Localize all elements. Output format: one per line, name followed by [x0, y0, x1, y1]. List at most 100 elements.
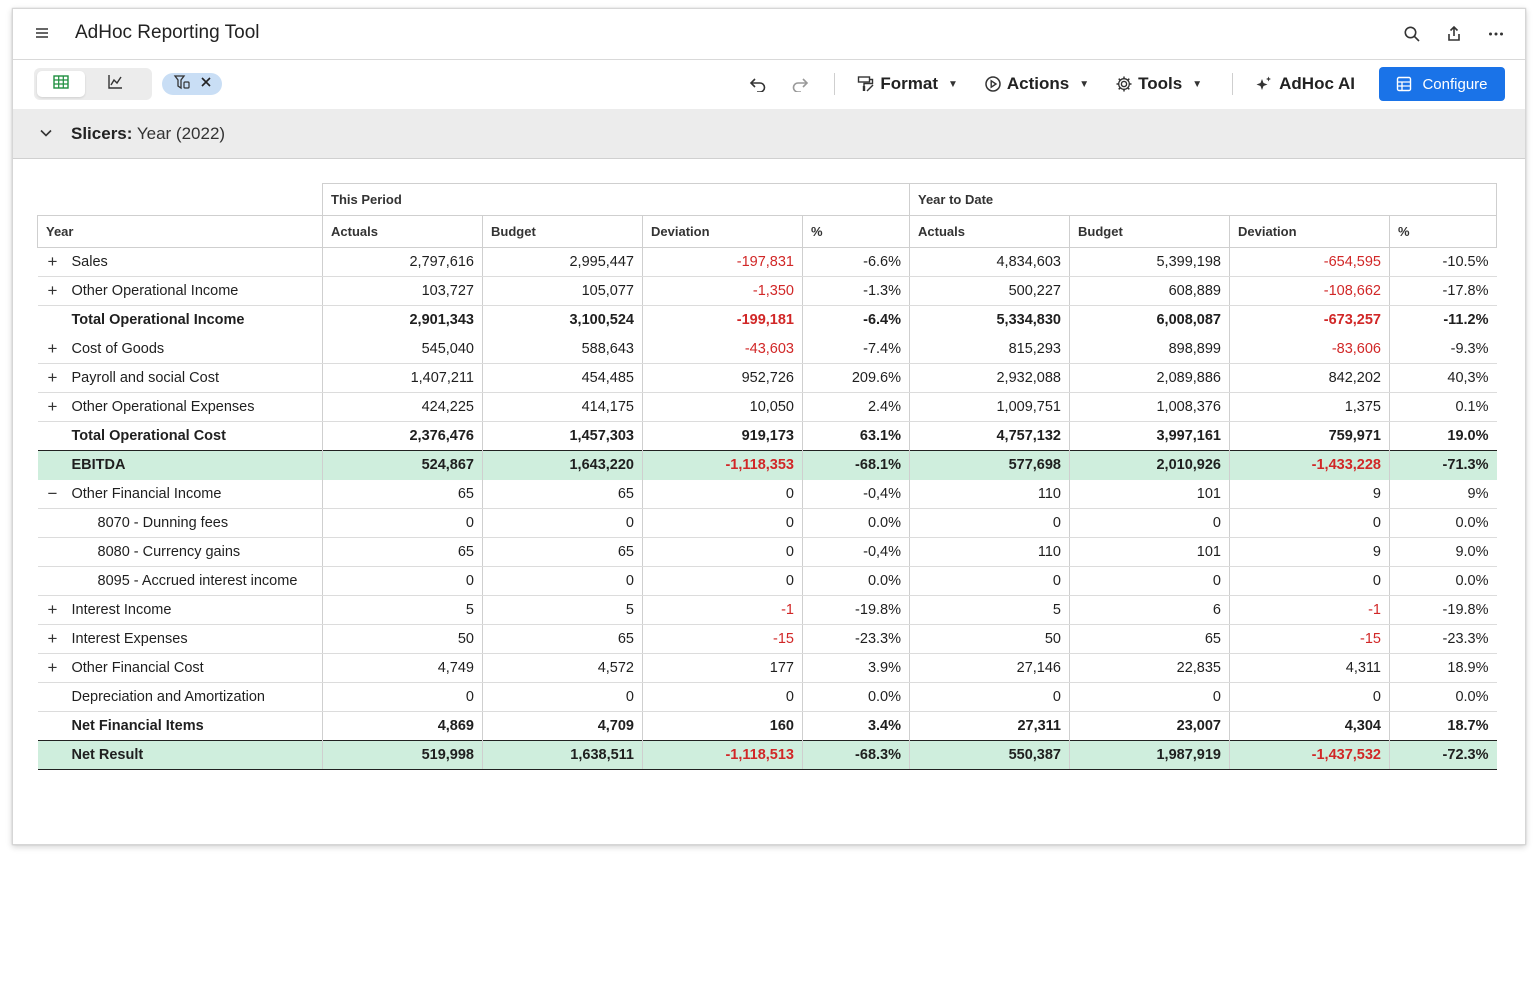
table-cell: -9.3%	[1389, 334, 1497, 364]
redo-icon[interactable]	[788, 72, 812, 96]
chevron-down-icon[interactable]	[39, 126, 53, 145]
expand-plus-icon[interactable]: +	[47, 281, 58, 300]
filter-chip[interactable]	[162, 73, 222, 95]
table-cell: 3.9%	[802, 653, 910, 683]
table-cell: 424,225	[322, 392, 483, 422]
column-header-percent[interactable]: %	[802, 215, 910, 248]
table-cell: -43,603	[642, 334, 803, 364]
table-cell: 4,869	[322, 711, 483, 741]
row-label-cell: + Other Financial Cost	[37, 653, 323, 683]
table-cell: -673,257	[1229, 305, 1390, 335]
table-cell: 50	[909, 624, 1070, 654]
table-cell: 5	[909, 595, 1070, 625]
table-row: + Sales 2,797,616 2,995,447 -197,831 -6.6% 4,8…	[37, 247, 1497, 277]
expand-plus-icon[interactable]: +	[47, 658, 58, 677]
expand-plus-icon[interactable]: +	[47, 252, 58, 271]
slicers-bar: Slicers: Year (2022)	[13, 109, 1525, 159]
row-label-cell: + Sales	[37, 247, 323, 277]
row-label-text: Total Operational Cost	[71, 428, 226, 444]
column-header-ytd-deviation[interactable]: Deviation	[1229, 215, 1390, 248]
row-label-text: Other Financial Cost	[71, 660, 204, 676]
table-cell: 0	[482, 566, 643, 596]
row-label-text: Net Financial Items	[71, 718, 204, 734]
configure-button[interactable]: Configure	[1379, 67, 1505, 101]
table-cell: 500,227	[909, 276, 1070, 306]
row-label: + Payroll and social Cost	[46, 368, 315, 388]
table-cell: 1,457,303	[482, 421, 643, 451]
column-header-ytd-budget[interactable]: Budget	[1069, 215, 1230, 248]
hamburger-icon[interactable]	[35, 26, 49, 40]
view-toggle	[34, 68, 152, 100]
table-cell: 105,077	[482, 276, 643, 306]
share-icon[interactable]	[1443, 23, 1465, 45]
table-cell: -15	[642, 624, 803, 654]
column-header-budget[interactable]: Budget	[482, 215, 643, 248]
table-cell: 0	[909, 682, 1070, 712]
table-cell: -17.8%	[1389, 276, 1497, 306]
table-cell: 65	[1069, 624, 1230, 654]
toolbar-divider	[1232, 73, 1234, 95]
table-cell: 0	[909, 508, 1070, 538]
table-cell: 2,376,476	[322, 421, 483, 451]
expand-plus-icon[interactable]: +	[47, 600, 58, 619]
table-row: + Other Operational Income 103,727 105,077-…	[37, 276, 1497, 306]
row-label: + Interest Expenses	[46, 629, 315, 649]
slicers-summary[interactable]: Slicers: Year (2022)	[71, 124, 225, 144]
adhoc-ai-button[interactable]: AdHoc AI	[1255, 74, 1355, 94]
tools-menu[interactable]: Tools ▼	[1115, 74, 1202, 94]
table-cell: 1,987,919	[1069, 740, 1230, 770]
more-horizontal-icon[interactable]	[1485, 23, 1507, 45]
table-cell: 0.0%	[1389, 508, 1497, 538]
table-cell: 3,997,161	[1069, 421, 1230, 451]
table-cell: 5,399,198	[1069, 247, 1230, 277]
undo-icon[interactable]	[746, 72, 770, 96]
column-header-row: Year Actuals Budget Deviation % Actuals …	[37, 215, 1497, 248]
row-label-text: Interest Expenses	[71, 631, 188, 647]
collapse-minus-icon[interactable]: −	[47, 483, 58, 503]
table-cell: 160	[642, 711, 803, 741]
table-cell: 101	[1069, 479, 1230, 509]
table-cell: 4,311	[1229, 653, 1390, 683]
table-cell: -6.6%	[802, 247, 910, 277]
table-row: 8095 - Accrued interest income 0 0 0 0.0% 0 0 0…	[37, 566, 1497, 596]
table-cell: -1,433,228	[1229, 450, 1390, 480]
table-cell: -199,181	[642, 305, 803, 335]
table-cell: 2,797,616	[322, 247, 483, 277]
table-cell: 454,485	[482, 363, 643, 393]
app-window: AdHoc Reporting Tool	[12, 8, 1526, 845]
actions-label: Actions	[1006, 74, 1070, 93]
table-cell: 2.4%	[802, 392, 910, 422]
table-row: − Other Financial Income 65 65 0 -0,4% 110 101 9…	[37, 479, 1497, 509]
column-header-ytd-percent[interactable]: %	[1389, 215, 1497, 248]
column-header-year[interactable]: Year	[37, 215, 323, 248]
toolbar: Format ▼ Actions ▼ Tools ▼	[13, 59, 1525, 110]
column-header-actuals[interactable]: Actuals	[322, 215, 483, 248]
search-icon[interactable]	[1401, 23, 1423, 45]
format-menu[interactable]: Format ▼	[857, 74, 958, 94]
actions-menu[interactable]: Actions ▼	[984, 74, 1089, 94]
table-cell: 1,638,511	[482, 740, 643, 770]
table-cell: 0	[642, 566, 803, 596]
close-icon[interactable]	[200, 75, 212, 93]
column-header-ytd-actuals[interactable]: Actuals	[909, 215, 1070, 248]
column-header-deviation[interactable]: Deviation	[642, 215, 803, 248]
header-spacer	[38, 184, 323, 216]
table-view-button[interactable]	[37, 71, 85, 97]
row-label: + Cost of Goods	[46, 339, 315, 359]
expand-plus-icon[interactable]: +	[47, 338, 58, 358]
table-cell: 22,835	[1069, 653, 1230, 683]
table-row: + Other Operational Expenses 424,225 414,17…	[37, 392, 1497, 422]
expand-plus-icon[interactable]: +	[47, 629, 58, 648]
expand-plus-icon[interactable]: +	[47, 397, 58, 416]
row-label-cell: 8080 - Currency gains	[37, 537, 323, 567]
row-label-cell: EBITDA	[37, 450, 323, 480]
report-body: This Period Year to Date Year Actuals Bu…	[37, 183, 1497, 770]
table-cell: 9%	[1389, 479, 1497, 509]
expand-plus-icon[interactable]: +	[47, 368, 58, 387]
table-cell: -654,595	[1229, 247, 1390, 277]
row-label-text: EBITDA	[71, 457, 126, 474]
chart-view-button[interactable]	[91, 71, 139, 97]
panel-layout-icon	[1396, 76, 1412, 92]
table-row: + Payroll and social Cost 1,407,211 454,485…	[37, 363, 1497, 393]
row-label: + Sales	[46, 252, 315, 272]
